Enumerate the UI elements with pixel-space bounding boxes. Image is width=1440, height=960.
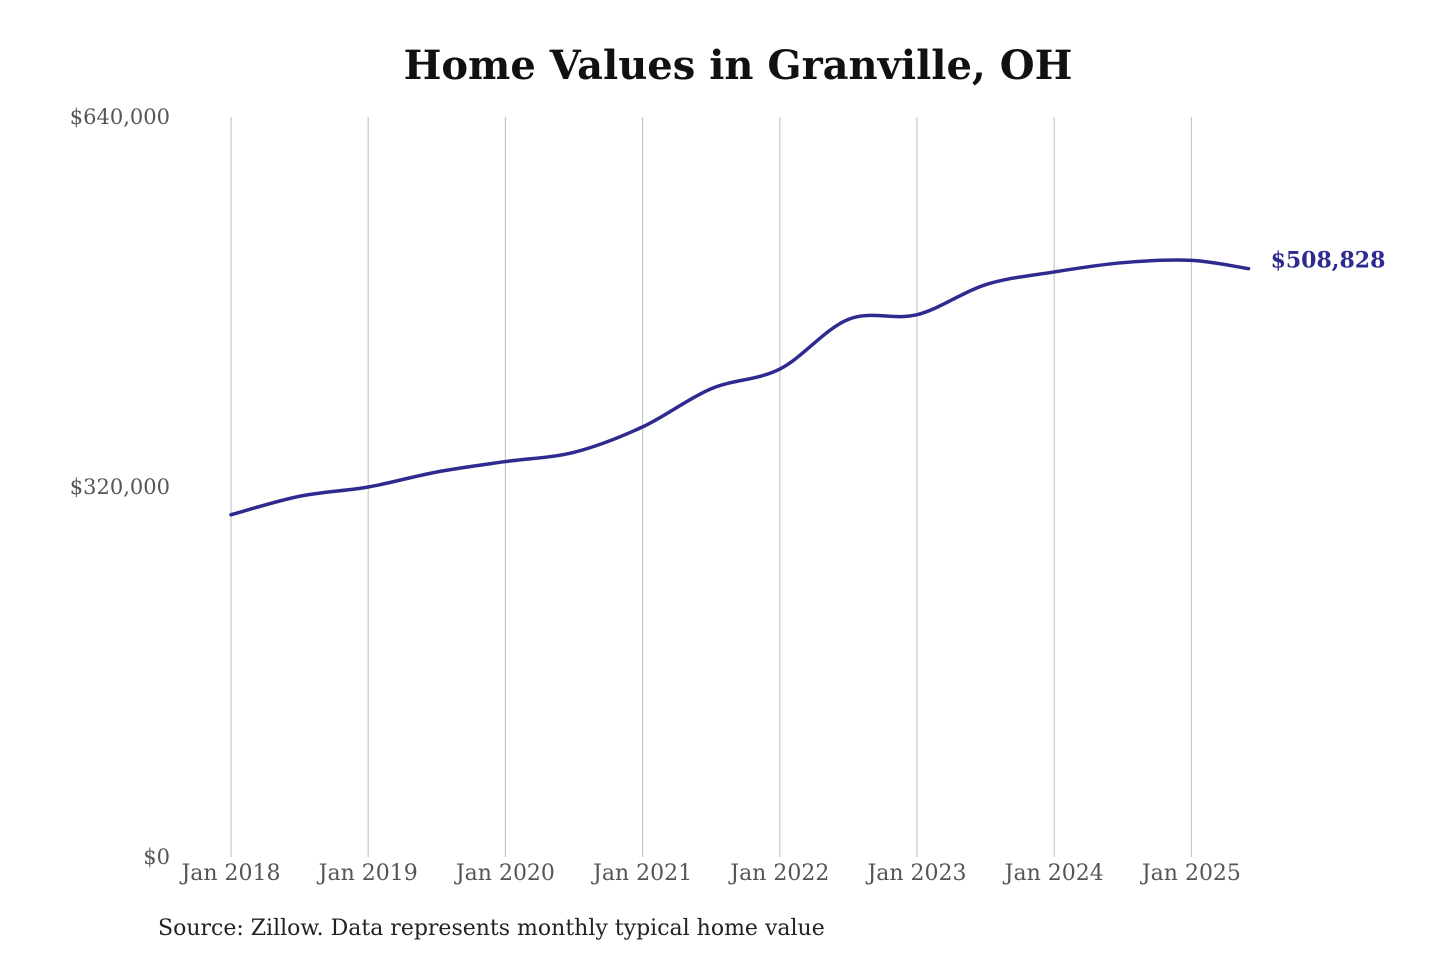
x-tick-label: Jan 2021 [591, 861, 692, 886]
x-tick-label: Jan 2025 [1140, 861, 1241, 886]
series-group [229, 258, 1251, 517]
y-axis: $0 $320,000 $640,000 [70, 105, 170, 869]
x-tick-label: Jan 2019 [317, 861, 418, 886]
y-tick-label: $320,000 [70, 475, 170, 499]
x-axis: Jan 2018 Jan 2019 Jan 2020 Jan 2021 Jan 2022… [179, 861, 1240, 886]
chart-title: Home Values in Granville, OH [403, 42, 1073, 89]
x-tick-label: Jan 2023 [865, 861, 966, 886]
end-value-label: $508,828 [1271, 248, 1386, 274]
x-tick-label: Jan 2024 [1003, 861, 1104, 886]
x-tick-label: Jan 2018 [179, 861, 280, 886]
y-tick-label: $0 [143, 845, 170, 869]
source-note: Source: Zillow. Data represents monthly … [158, 916, 825, 941]
series-line [229, 258, 1251, 517]
x-tick-label: Jan 2022 [728, 861, 829, 886]
x-tick-label: Jan 2020 [454, 861, 555, 886]
y-tick-label: $640,000 [70, 105, 170, 129]
